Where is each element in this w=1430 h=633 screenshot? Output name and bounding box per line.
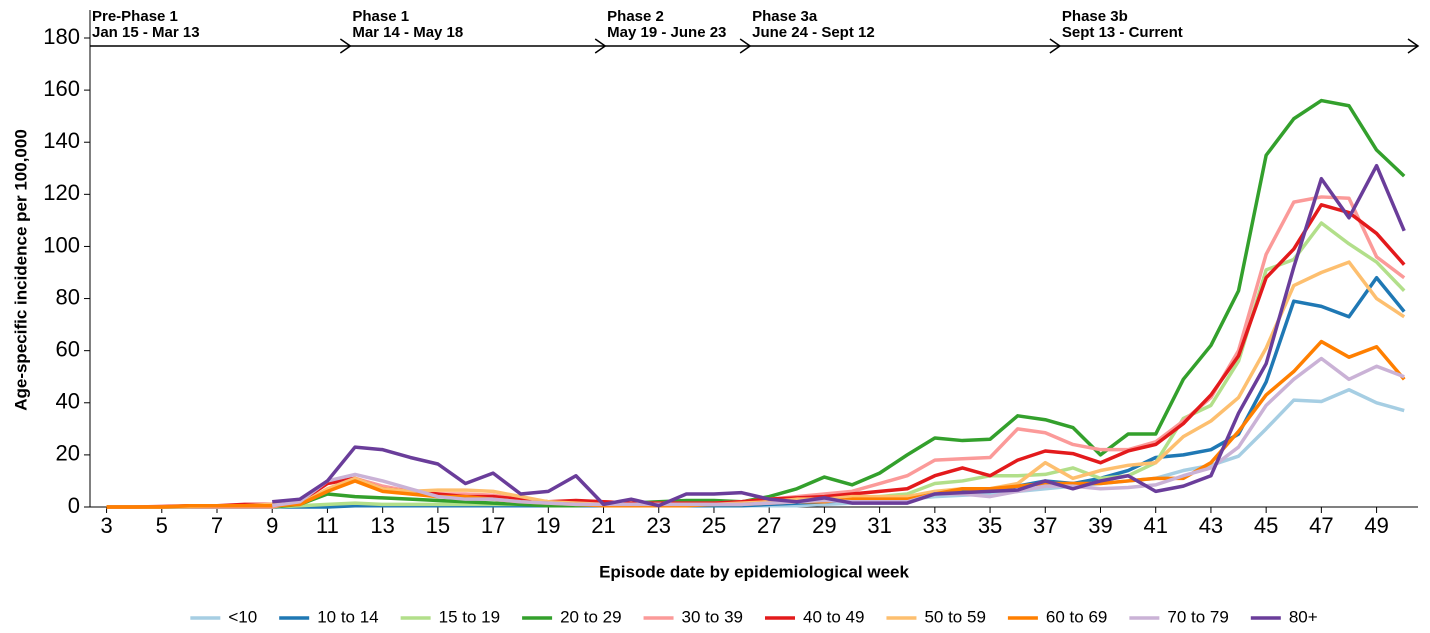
legend-label: 10 to 14	[317, 607, 378, 626]
x-tick-label: 15	[426, 513, 450, 538]
y-tick-label: 140	[43, 128, 80, 153]
x-axis-label: Episode date by epidemiological week	[599, 562, 909, 581]
phase-title: Phase 3a	[752, 8, 818, 25]
y-tick-label: 120	[43, 180, 80, 205]
x-tick-label: 21	[591, 513, 615, 538]
x-tick-label: 19	[536, 513, 560, 538]
x-tick-label: 7	[211, 513, 223, 538]
y-tick-label: 0	[68, 493, 80, 518]
phase-title: Pre-Phase 1	[92, 8, 178, 25]
arrow-head	[1407, 38, 1420, 54]
phase-label: June 24 - Sept 12	[752, 24, 875, 41]
legend-label: 50 to 59	[924, 607, 985, 626]
x-tick-label: 13	[370, 513, 394, 538]
phase-label: Sept 13 - Current	[1062, 24, 1183, 41]
x-tick-label: 5	[156, 513, 168, 538]
series-line	[106, 98, 1406, 509]
y-tick-label: 60	[56, 336, 80, 361]
x-tick-label: 11	[316, 513, 339, 538]
x-tick-label: 45	[1254, 513, 1278, 538]
x-tick-label: 49	[1364, 513, 1388, 538]
x-tick-label: 37	[1033, 513, 1057, 538]
legend-label: 30 to 39	[682, 607, 743, 626]
x-tick-label: 17	[481, 513, 505, 538]
y-tick-label: 20	[56, 441, 80, 466]
x-tick-label: 31	[867, 513, 891, 538]
series-line	[106, 339, 1406, 509]
phase-title: Phase 2	[607, 8, 664, 25]
series-line	[106, 195, 1406, 509]
x-tick-label: 41	[1143, 513, 1167, 538]
legend-label: 40 to 49	[803, 607, 864, 626]
legend-label: 15 to 19	[439, 607, 500, 626]
phase-title: Phase 3b	[1062, 8, 1128, 25]
x-tick-label: 33	[923, 513, 947, 538]
y-axis-label: Age-specific incidence per 100,000	[11, 129, 30, 411]
y-tick-label: 160	[43, 76, 80, 101]
legend-label: 20 to 29	[560, 607, 621, 626]
legend-label: 70 to 79	[1167, 607, 1228, 626]
series-line	[271, 356, 1405, 508]
x-tick-label: 35	[978, 513, 1002, 538]
x-tick-label: 23	[647, 513, 671, 538]
x-tick-label: 29	[812, 513, 836, 538]
y-tick-label: 80	[56, 284, 80, 309]
legend-label: 80+	[1289, 607, 1318, 626]
series-line	[272, 163, 1406, 508]
x-tick-label: 47	[1309, 513, 1333, 538]
legend-label: 60 to 69	[1046, 607, 1107, 626]
phase-label: May 19 - June 23	[607, 24, 726, 41]
x-tick-label: 43	[1199, 513, 1223, 538]
x-tick-label: 27	[757, 513, 781, 538]
series-line	[106, 260, 1406, 509]
x-tick-label: 39	[1088, 513, 1112, 538]
phase-label: Jan 15 - Mar 13	[92, 24, 200, 41]
x-tick-label: 3	[100, 513, 112, 538]
y-tick-label: 40	[56, 389, 80, 414]
legend-label: <10	[228, 607, 257, 626]
phase-title: Phase 1	[352, 8, 409, 25]
x-tick-label: 25	[702, 513, 726, 538]
x-tick-label: 9	[266, 513, 278, 538]
y-tick-label: 100	[43, 232, 80, 257]
series-line	[106, 275, 1406, 509]
arrow-head	[339, 38, 352, 54]
y-tick-label: 180	[43, 24, 80, 49]
phase-label: Mar 14 - May 18	[352, 24, 463, 41]
